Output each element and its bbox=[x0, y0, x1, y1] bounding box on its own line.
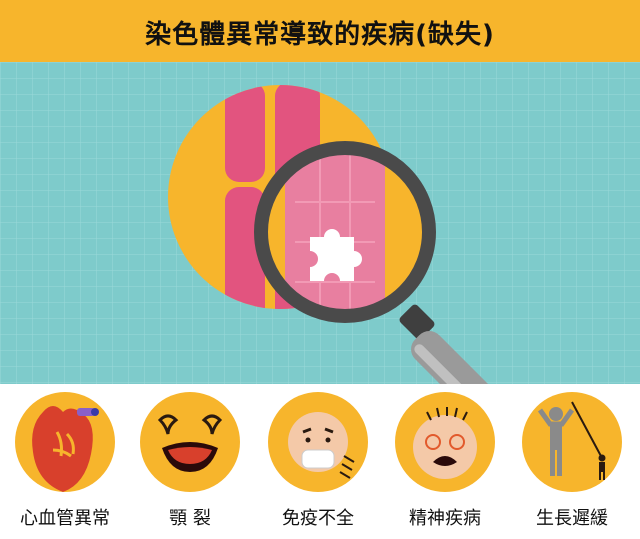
condition-label: 生長遲緩 bbox=[536, 508, 608, 529]
condition-immunodeficiency: 免疫不全 bbox=[258, 392, 378, 532]
chromosome-magnifier-illustration bbox=[0, 62, 640, 384]
sick-face-mask-icon bbox=[268, 392, 368, 492]
condition-cleft-palate: 顎 裂 bbox=[130, 392, 250, 532]
hero-illustration bbox=[0, 62, 640, 384]
heart-icon bbox=[15, 392, 115, 492]
missing-puzzle-piece bbox=[310, 229, 362, 281]
condition-label: 精神疾病 bbox=[409, 508, 481, 529]
growth-height-icon bbox=[522, 392, 622, 492]
dizzy-face-icon bbox=[395, 392, 495, 492]
magnified-view bbox=[267, 154, 423, 310]
conditions-row: 心血管異常 顎 裂 免疫不全 精神疾 bbox=[0, 384, 640, 539]
condition-growth-delay: 生長遲緩 bbox=[512, 392, 632, 532]
page-title: 染色體異常導致的疾病(缺失) bbox=[145, 20, 495, 50]
condition-label: 顎 裂 bbox=[169, 508, 211, 529]
condition-psychiatric: 精神疾病 bbox=[385, 392, 505, 532]
magnifier-rim bbox=[254, 141, 436, 323]
condition-cardiovascular: 心血管異常 bbox=[5, 392, 125, 532]
cleft-palate-icon bbox=[140, 392, 240, 492]
title-banner: 染色體異常導致的疾病(缺失) bbox=[0, 0, 640, 62]
condition-label: 心血管異常 bbox=[20, 508, 110, 529]
magnifier-handle bbox=[399, 304, 516, 384]
condition-label: 免疫不全 bbox=[282, 508, 354, 529]
